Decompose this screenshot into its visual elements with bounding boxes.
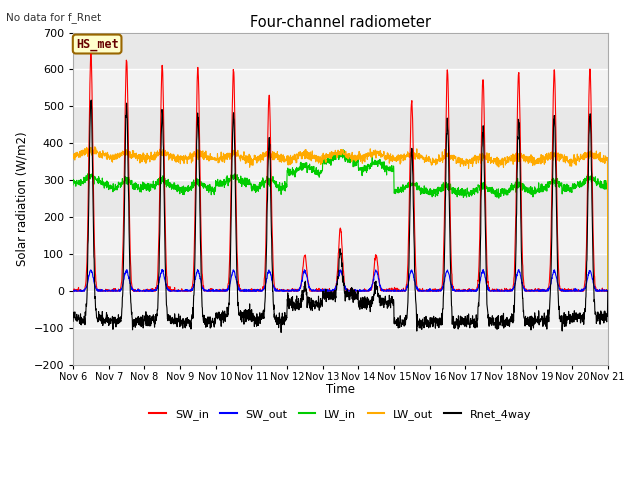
Bar — [73, 70, 608, 107]
X-axis label: Time: Time — [326, 383, 355, 396]
Bar — [73, 107, 608, 144]
Bar — [73, 291, 608, 328]
Bar — [73, 328, 608, 365]
Title: Four-channel radiometer: Four-channel radiometer — [250, 15, 431, 30]
Text: HS_met: HS_met — [76, 37, 118, 50]
Text: No data for f_Rnet: No data for f_Rnet — [6, 12, 102, 23]
Legend: SW_in, SW_out, LW_in, LW_out, Rnet_4way: SW_in, SW_out, LW_in, LW_out, Rnet_4way — [145, 404, 536, 424]
Y-axis label: Solar radiation (W/m2): Solar radiation (W/m2) — [15, 132, 28, 266]
Bar — [73, 180, 608, 217]
Bar — [73, 217, 608, 254]
Bar — [73, 144, 608, 180]
Bar — [73, 254, 608, 291]
Bar — [73, 33, 608, 70]
